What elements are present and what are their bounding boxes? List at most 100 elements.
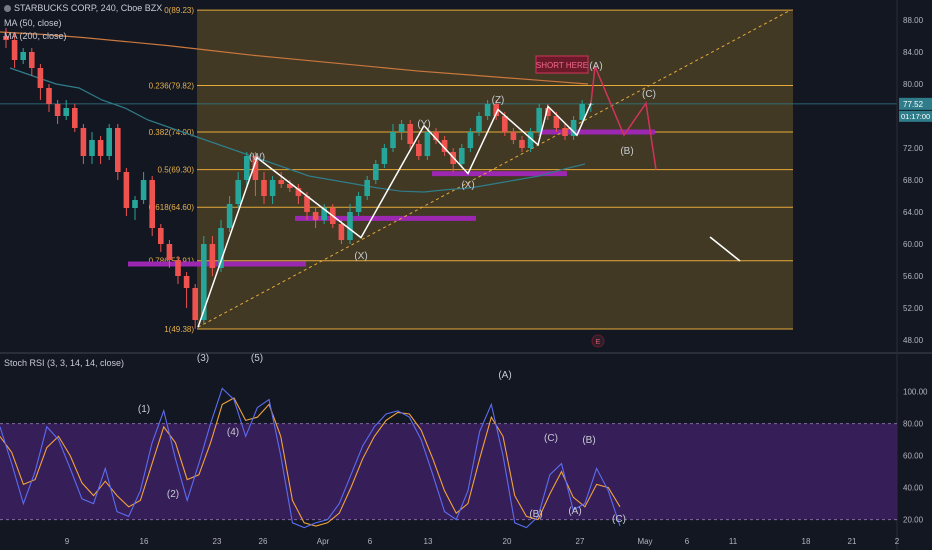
candle-body [166,244,173,260]
candle-body [226,204,233,228]
candle-body [115,128,121,172]
osc-wave-label: (B) [529,509,542,520]
time-tick-label: 6 [368,537,373,546]
candle-body [536,108,542,132]
candle-body [476,116,482,132]
time-tick-label: Apr [317,537,330,546]
ma50-label: MA (50, close) [4,18,62,28]
candle-body [20,52,26,60]
osc-wave-label: (4) [227,427,239,438]
time-tick-label: 21 [848,537,857,546]
candle-body [80,128,87,156]
candle-body [54,104,61,116]
support-zone [128,261,306,267]
fib-label: 0.786(57.91) [149,257,195,266]
candle-body [398,124,405,132]
candle-body [424,132,431,156]
trend-line [197,9,791,328]
candle-body [149,180,155,228]
time-tick-label: 13 [424,537,433,546]
osc-tick-label: 80.00 [903,420,924,429]
candle-body [46,88,52,104]
candle-body [545,108,551,116]
candle-body [209,244,216,268]
candle-body [433,132,439,140]
candle-body [304,196,310,212]
candle-body [72,108,78,128]
wave-label: (C) [642,89,656,100]
countdown-tag [899,110,932,122]
candle-body [355,196,362,212]
candle-body [106,128,112,156]
wave-label: (Y) [417,119,430,130]
candle-body [407,124,413,144]
price-tick-label: 48.00 [903,336,924,345]
time-tick-label: 16 [140,537,149,546]
symbol-line: STARBUCKS CORP, 240, Cboe BZX [14,3,163,13]
fib-label: 0.382(74.00) [149,128,195,137]
price-tick-label: 88.00 [903,16,924,25]
candle-body [37,68,44,88]
candle-body [381,148,388,164]
stoch-k-line [0,387,621,529]
symbol-legend[interactable]: STARBUCKS CORP, 240, Cboe BZX [4,3,162,13]
ma200-line [0,31,589,85]
fib-label: 0.618(64.60) [149,203,195,212]
candle-body [347,212,353,240]
candle-body [441,140,448,152]
candle-body [278,180,284,184]
wave-label: (A) [589,61,602,72]
price-tick-label: 52.00 [903,304,924,313]
time-tick-label: May [637,537,652,546]
candle-body [140,180,147,200]
time-tick-label: 26 [259,537,268,546]
price-tick-label: 56.00 [903,272,924,281]
candle-body [89,140,95,156]
time-tick-label: 11 [729,537,738,546]
price-tick-label: 68.00 [903,176,924,185]
time-tick-label: 23 [213,537,222,546]
ma50-legend[interactable]: MA (50, close) [4,18,62,28]
candle-body [244,156,250,180]
candle-body [63,108,69,116]
wave-label: (W) [249,152,265,163]
candle-body [312,212,319,220]
wave-label: (X) [354,251,367,262]
candle-body [192,288,198,320]
osc-wave-label: (C) [544,433,558,444]
ma200-legend[interactable]: MA (200, close) [4,31,67,41]
time-tick-label: 2 [895,537,900,546]
osc-wave-label: (2) [167,489,179,500]
candle-body [570,120,577,136]
candle-body [527,132,534,148]
candle-body [562,128,568,136]
candle-body [295,188,302,196]
candle-body [321,208,327,220]
osc-tick-label: 100.00 [903,388,928,397]
fib-label: 1(49.38) [164,325,194,334]
elliott-wave-path [197,102,592,328]
candle-body [3,36,9,40]
candle-body [261,180,267,196]
candle-body [416,144,422,156]
last-price-label: 77.52 [903,100,924,109]
price-tick-label: 60.00 [903,240,924,249]
drawn-line [709,236,741,262]
price-tick-label: 64.00 [903,208,924,217]
osc-wave-label: (A) [568,506,581,517]
candle-body [510,132,517,140]
time-tick-label: 6 [685,537,690,546]
osc-wave-label: (C) [612,514,626,525]
fib-label: 0.236(79.82) [149,81,195,90]
candle-body [553,116,560,128]
price-tick-label: 72.00 [903,144,924,153]
short-here-box [535,55,589,74]
time-tick-label: 18 [802,537,811,546]
short-here-label: SHORT HERE [536,61,588,70]
candle-body [132,200,138,208]
osc-label: Stoch RSI (3, 3, 14, 14, close) [4,358,125,368]
candle-body [502,116,508,132]
osc-legend[interactable]: Stoch RSI (3, 3, 14, 14, close) [4,358,124,368]
